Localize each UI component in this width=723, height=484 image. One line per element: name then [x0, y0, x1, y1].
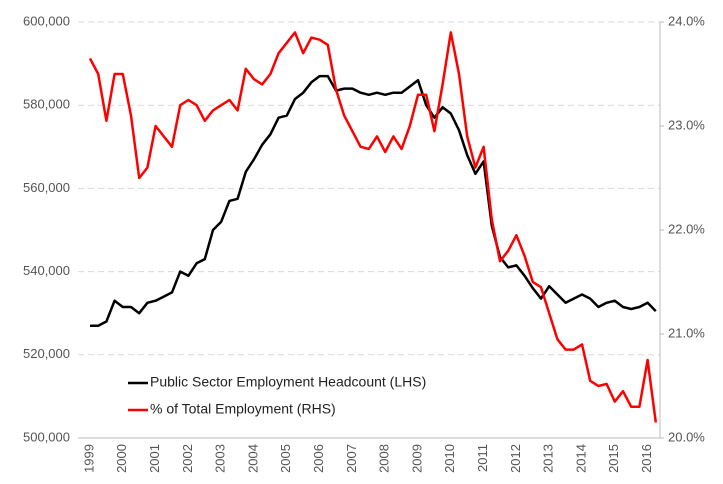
- x-tick-label: 2001: [147, 444, 162, 473]
- x-tick-label: 2016: [639, 444, 654, 473]
- x-tick-label: 2014: [573, 444, 588, 473]
- y-tick-label: 560,000: [23, 180, 70, 195]
- y-tick-label: 520,000: [23, 346, 70, 361]
- x-tick-label: 2006: [311, 444, 326, 473]
- y2-tick-label: 22.0%: [668, 221, 705, 236]
- x-tick-label: 2009: [409, 444, 424, 473]
- y-tick-label: 540,000: [23, 263, 70, 278]
- legend-label: Public Sector Employment Headcount (LHS): [150, 374, 426, 390]
- x-tick-label: 2010: [442, 444, 457, 473]
- x-tick-label: 2000: [114, 444, 129, 473]
- y2-tick-label: 20.0%: [668, 429, 705, 444]
- x-tick-label: 2013: [541, 444, 556, 473]
- y2-tick-label: 23.0%: [668, 117, 705, 132]
- x-tick-label: 2008: [377, 444, 392, 473]
- x-tick-label: 2003: [213, 444, 228, 473]
- x-tick-label: 1999: [81, 444, 96, 473]
- x-tick-label: 2007: [344, 444, 359, 473]
- y2-tick-label: 21.0%: [668, 325, 705, 340]
- y-tick-label: 500,000: [23, 429, 70, 444]
- series-line: [88, 31, 658, 423]
- legend-label: % of Total Employment (RHS): [150, 401, 336, 417]
- y-tick-label: 600,000: [23, 13, 70, 28]
- series-line: [90, 74, 657, 327]
- x-tick-label: 2012: [508, 444, 523, 473]
- x-tick-label: 2004: [245, 444, 260, 473]
- y2-tick-label: 24.0%: [668, 13, 705, 28]
- x-tick-label: 2005: [278, 444, 293, 473]
- x-tick-label: 2002: [180, 444, 195, 473]
- x-tick-label: 2011: [475, 444, 490, 472]
- x-tick-label: 2015: [606, 444, 621, 473]
- y-tick-label: 580,000: [23, 97, 70, 112]
